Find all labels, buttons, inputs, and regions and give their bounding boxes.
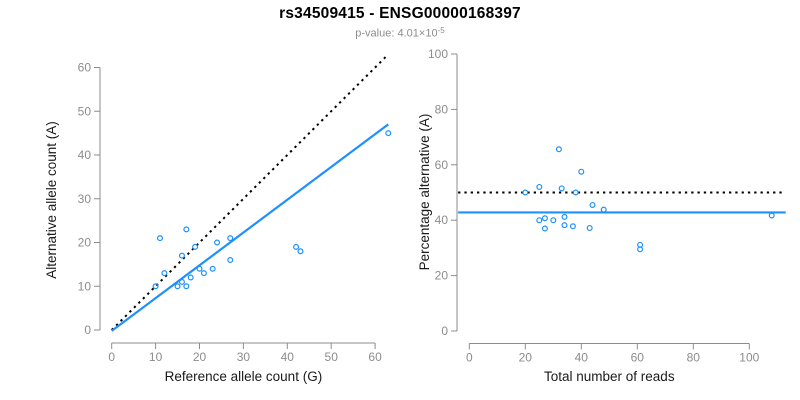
- data-point: [196, 265, 203, 272]
- data-point: [293, 243, 300, 250]
- data-point: [385, 130, 392, 137]
- data-point: [297, 248, 304, 255]
- data-point: [561, 222, 568, 229]
- p-value-subtitle: p-value: 4.01×10-5: [0, 25, 800, 40]
- p-value-times-ten: ×10: [418, 27, 438, 40]
- y-axis-title-left: Alternative allele count (A): [44, 121, 59, 279]
- data-point: [586, 224, 593, 231]
- x-tick-label: 50: [325, 350, 339, 364]
- identity-line: [110, 53, 389, 331]
- page-title: rs34509415 - ENSG00000168397: [279, 5, 521, 22]
- x-axis-title-left: Reference allele count (G): [165, 369, 323, 384]
- x-tick-label: 0: [108, 350, 115, 364]
- data-point: [600, 206, 607, 213]
- data-point: [572, 189, 579, 196]
- x-tick-label: 20: [193, 350, 207, 364]
- x-tick-label: 80: [687, 351, 701, 365]
- data-point: [536, 217, 543, 224]
- data-point: [555, 146, 562, 153]
- data-point: [536, 183, 543, 190]
- y-tick-label: 40: [78, 148, 92, 162]
- x-tick-label: 40: [575, 351, 589, 365]
- data-point: [561, 213, 568, 220]
- data-point: [550, 217, 557, 224]
- x-tick-label: 20: [519, 351, 533, 365]
- x-tick-label: 10: [149, 350, 163, 364]
- data-point: [192, 243, 199, 250]
- data-point: [200, 270, 207, 277]
- data-point: [578, 168, 585, 175]
- data-point: [214, 239, 221, 246]
- data-point: [183, 226, 190, 233]
- data-point: [187, 274, 194, 281]
- data-point: [156, 235, 163, 242]
- data-point: [209, 265, 216, 272]
- x-tick-label: 0: [466, 351, 473, 365]
- data-point: [569, 223, 576, 230]
- p-value-exponent: -5: [437, 25, 445, 35]
- data-point: [178, 252, 185, 259]
- data-point: [589, 201, 596, 208]
- data-point: [227, 257, 234, 264]
- data-point: [161, 270, 168, 277]
- data-point: [227, 235, 234, 242]
- x-tick-label: 60: [631, 351, 645, 365]
- y-tick-label: 20: [435, 269, 449, 283]
- data-point: [558, 185, 565, 192]
- x-tick-label: 100: [739, 351, 759, 365]
- x-tick-label: 40: [281, 350, 295, 364]
- y-tick-label: 20: [78, 236, 92, 250]
- x-tick-label: 60: [368, 350, 382, 364]
- y-tick-label: 0: [441, 324, 448, 338]
- percentage-vs-reads-plot: 0 20 40 60 80 100 0 20 40 60 80 100: [428, 47, 786, 365]
- data-point: [522, 189, 529, 196]
- y-axis-title-right: Percentage alternative (A): [417, 114, 432, 271]
- y-tick-label: 0: [84, 323, 91, 337]
- x-tick-label: 30: [237, 350, 251, 364]
- y-tick-label: 40: [435, 213, 449, 227]
- data-point: [152, 283, 159, 290]
- y-tick-label: 10: [78, 279, 92, 293]
- p-value-mantissa: 4.01: [397, 27, 419, 40]
- y-tick-label: 60: [435, 158, 449, 172]
- allele-counts-plot: 0 10 20 30 40 50 60 0 10 20 30 40 50 60: [78, 53, 392, 364]
- data-point: [637, 246, 644, 253]
- y-tick-label: 100: [428, 47, 448, 61]
- data-point: [541, 225, 548, 232]
- y-tick-label: 30: [78, 192, 92, 206]
- x-axis-title-right: Total number of reads: [544, 369, 675, 384]
- fit-line: [111, 123, 389, 332]
- y-tick-label: 60: [78, 61, 92, 75]
- y-tick-label: 50: [78, 104, 92, 118]
- data-point: [174, 283, 181, 290]
- data-point: [768, 212, 775, 219]
- data-point: [183, 283, 190, 290]
- data-point: [178, 278, 185, 285]
- data-point: [541, 215, 548, 222]
- p-value-label: p-value:: [355, 27, 398, 40]
- y-tick-label: 80: [435, 102, 449, 116]
